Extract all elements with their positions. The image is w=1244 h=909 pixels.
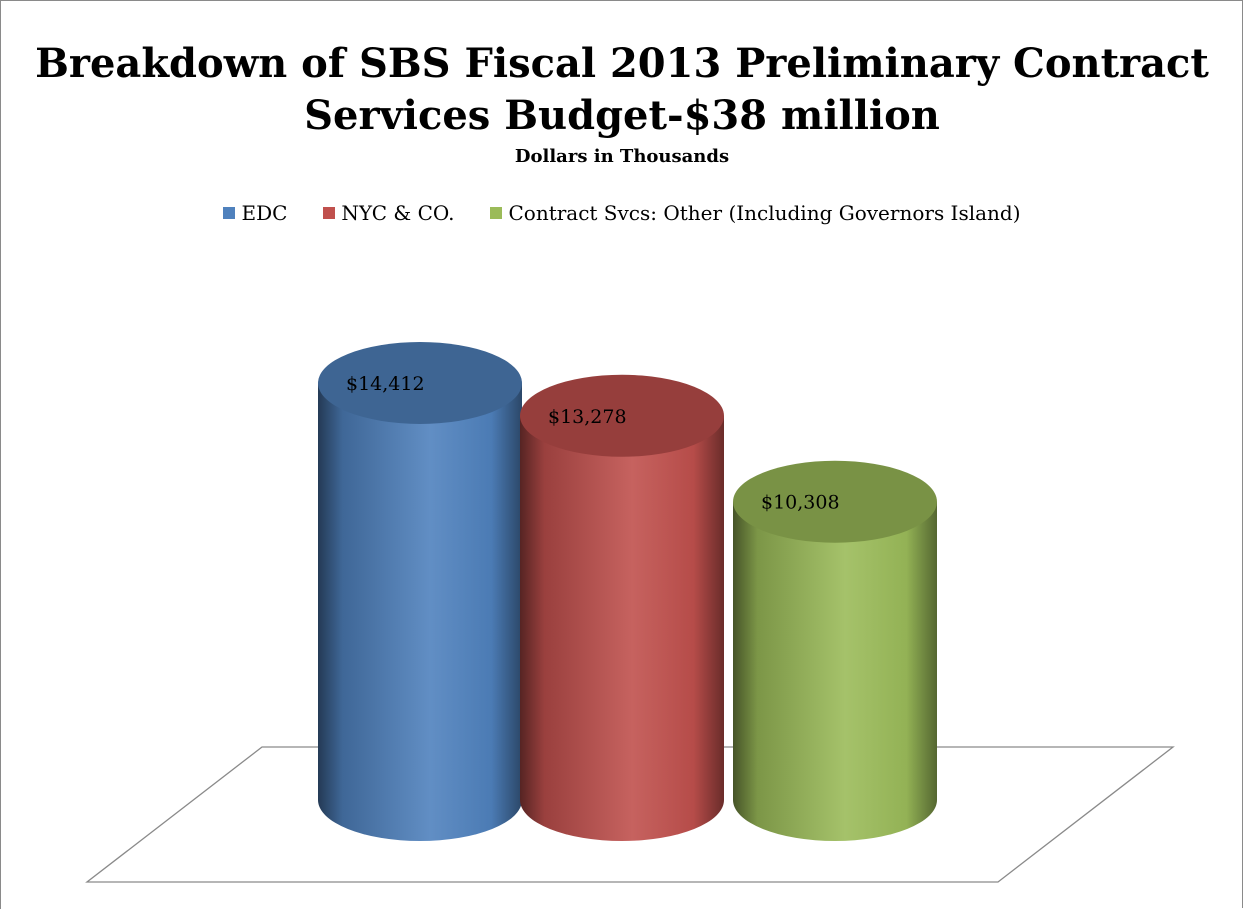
bar-data-label: $14,412	[346, 373, 425, 395]
bar-data-label: $13,278	[548, 406, 627, 428]
legend-item: EDC	[223, 201, 287, 225]
chart-frame-left-edge	[0, 0, 1, 909]
bar-data-label: $10,308	[761, 492, 840, 514]
chart-subtitle: Dollars in Thousands	[514, 146, 730, 167]
chart-legend: EDC NYC & CO. Contract Svcs: Other (Includ…	[0, 201, 1244, 225]
bar-cylinder-body	[520, 415, 724, 841]
bar-cylinder-top	[520, 374, 724, 457]
legend-swatch	[323, 207, 336, 219]
chart-bars: $14,412 $13,278 $10,308	[318, 341, 937, 841]
legend-swatch	[223, 207, 236, 219]
legend-label: Contract Svcs: Other (Including Governor…	[508, 201, 1021, 225]
legend-item: NYC & CO.	[323, 201, 454, 225]
legend-label: NYC & CO.	[341, 201, 455, 225]
legend-swatch	[490, 207, 503, 219]
bar-cylinder-top	[733, 460, 937, 543]
bar-cylinder-body	[318, 382, 522, 841]
chart-title: Breakdown of SBS Fiscal 2013 Preliminary…	[35, 40, 1209, 139]
bar-cylinder-body	[733, 501, 937, 841]
bar-cylinder-top	[318, 341, 522, 424]
legend-label: EDC	[241, 201, 288, 225]
legend-item: Contract Svcs: Other (Including Governor…	[490, 201, 1021, 225]
